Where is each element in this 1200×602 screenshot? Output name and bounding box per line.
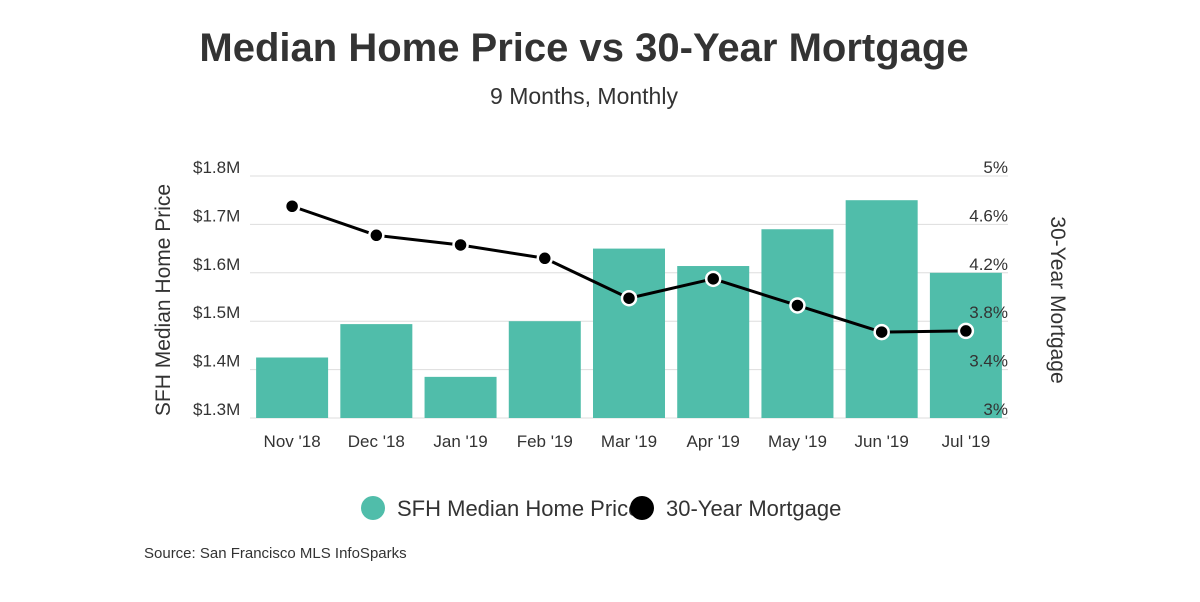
- x-tick-label: May '19: [768, 432, 827, 451]
- bar: [256, 357, 329, 418]
- left-tick-label: $1.8M: [193, 158, 240, 177]
- mortgage-point: [368, 227, 385, 244]
- right-axis-ticks: 3% 3.4% 3.8% 4.2% 4.6% 5%: [969, 158, 1008, 419]
- legend-label-mortgage: 30-Year Mortgage: [666, 496, 841, 521]
- x-tick-label: Dec '18: [348, 432, 405, 451]
- mortgage-point: [452, 236, 469, 254]
- left-axis-title: SFH Median Home Price: [152, 184, 175, 416]
- left-tick-label: $1.3M: [193, 400, 240, 419]
- source-note: Source: San Francisco MLS InfoSparks: [144, 545, 407, 562]
- x-tick-label: Feb '19: [517, 432, 573, 451]
- right-tick-label: 5%: [983, 158, 1008, 177]
- right-tick-label: 3%: [983, 400, 1008, 419]
- bar: [340, 324, 413, 418]
- line-series: [283, 198, 975, 341]
- legend-label-home-price: SFH Median Home Price: [397, 496, 640, 521]
- left-tick-label: $1.4M: [193, 352, 240, 371]
- mortgage-point: [957, 322, 975, 340]
- x-axis-ticks: Nov '18 Dec '18 Jan '19 Feb '19 Mar '19 Apr '…: [264, 432, 991, 451]
- legend: SFH Median Home Price 30-Year Mortgage: [361, 496, 841, 521]
- mortgage-point: [789, 297, 806, 314]
- legend-swatch-home-price: [361, 496, 385, 520]
- mortgage-point: [536, 250, 554, 267]
- right-tick-label: 4.6%: [969, 206, 1008, 225]
- x-tick-label: Jan '19: [433, 432, 487, 451]
- right-axis-title: 30-Year Mortgage: [1046, 216, 1069, 383]
- right-tick-label: 3.4%: [969, 352, 1008, 371]
- left-tick-label: $1.7M: [193, 206, 240, 225]
- legend-swatch-mortgage: [630, 496, 654, 520]
- bar: [593, 248, 665, 418]
- right-tick-label: 3.8%: [969, 303, 1008, 322]
- x-tick-label: Apr '19: [687, 432, 740, 451]
- left-tick-label: $1.5M: [193, 303, 240, 322]
- bar-series: [256, 200, 1002, 418]
- mortgage-point: [283, 198, 301, 215]
- bar: [929, 272, 1002, 418]
- chart-subtitle: 9 Months, Monthly: [490, 83, 678, 109]
- left-tick-label: $1.6M: [193, 255, 240, 274]
- bar: [508, 321, 581, 418]
- bar: [424, 376, 497, 418]
- mortgage-point: [704, 270, 722, 288]
- x-tick-label: Nov '18: [264, 432, 321, 451]
- mortgage-point: [620, 289, 638, 307]
- x-tick-label: Mar '19: [601, 432, 657, 451]
- chart-title: Median Home Price vs 30-Year Mortgage: [199, 26, 969, 70]
- left-axis-ticks: $1.3M $1.4M $1.5M $1.6M $1.7M $1.8M: [193, 158, 240, 419]
- x-tick-label: Jun '19: [855, 432, 909, 451]
- right-tick-label: 4.2%: [969, 255, 1008, 274]
- bar: [845, 200, 918, 418]
- x-tick-label: Jul '19: [942, 432, 991, 451]
- mortgage-point: [873, 323, 890, 341]
- bar: [761, 229, 834, 418]
- bar: [677, 266, 750, 418]
